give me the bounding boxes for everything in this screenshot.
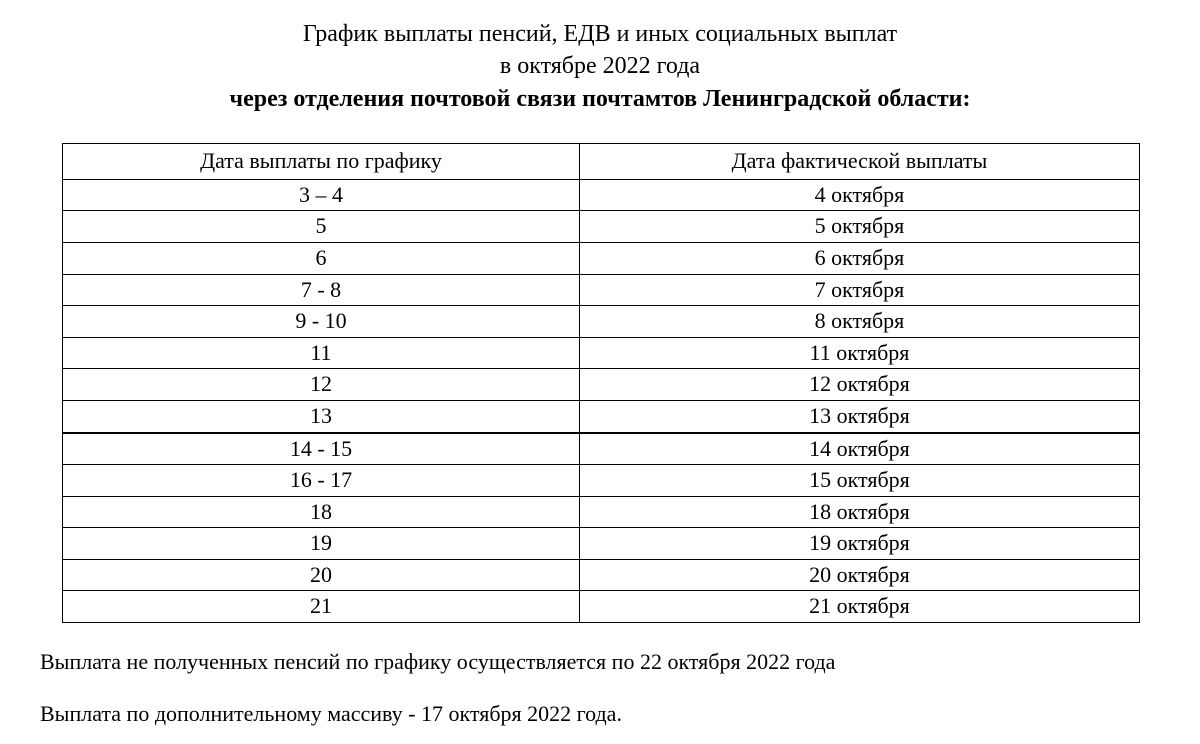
cell-actual-date: 20 октября <box>579 559 1139 591</box>
cell-scheduled-date: 20 <box>63 559 580 591</box>
table-row: 66 октября <box>63 242 1140 274</box>
cell-scheduled-date: 16 - 17 <box>63 465 580 497</box>
cell-actual-date: 7 октября <box>579 274 1139 306</box>
cell-scheduled-date: 12 <box>63 369 580 401</box>
title-line-1: График выплаты пенсий, ЕДВ и иных социал… <box>40 18 1160 50</box>
table-row: 1212 октября <box>63 369 1140 401</box>
column-header-scheduled: Дата выплаты по графику <box>63 144 580 180</box>
cell-scheduled-date: 13 <box>63 400 580 432</box>
table-row: 1818 октября <box>63 496 1140 528</box>
cell-actual-date: 19 октября <box>579 528 1139 560</box>
cell-scheduled-date: 11 <box>63 337 580 369</box>
cell-scheduled-date: 19 <box>63 528 580 560</box>
title-line-3: через отделения почтовой связи почтамтов… <box>40 83 1160 115</box>
cell-scheduled-date: 6 <box>63 242 580 274</box>
table-row: 7 - 87 октября <box>63 274 1140 306</box>
cell-actual-date: 14 октября <box>579 433 1139 465</box>
title-line-2: в октябре 2022 года <box>40 50 1160 82</box>
table-header-row: Дата выплаты по графику Дата фактической… <box>63 144 1140 180</box>
cell-actual-date: 15 октября <box>579 465 1139 497</box>
payment-schedule-table: Дата выплаты по графику Дата фактической… <box>62 143 1140 623</box>
cell-scheduled-date: 14 - 15 <box>63 433 580 465</box>
column-header-actual: Дата фактической выплаты <box>579 144 1139 180</box>
table-row: 2121 октября <box>63 591 1140 623</box>
table-row: 1111 октября <box>63 337 1140 369</box>
table-row: 9 - 108 октября <box>63 306 1140 338</box>
cell-actual-date: 11 октября <box>579 337 1139 369</box>
cell-actual-date: 13 октября <box>579 400 1139 432</box>
footnote-1: Выплата не полученных пенсий по графику … <box>40 649 1160 675</box>
table-row: 55 октября <box>63 211 1140 243</box>
table-body: 3 – 44 октября55 октября66 октября7 - 87… <box>63 179 1140 622</box>
cell-actual-date: 12 октября <box>579 369 1139 401</box>
cell-actual-date: 21 октября <box>579 591 1139 623</box>
table-row: 16 - 1715 октября <box>63 465 1140 497</box>
cell-scheduled-date: 5 <box>63 211 580 243</box>
document-title-block: График выплаты пенсий, ЕДВ и иных социал… <box>40 18 1160 115</box>
table-row: 1919 октября <box>63 528 1140 560</box>
cell-actual-date: 8 октября <box>579 306 1139 338</box>
cell-actual-date: 18 октября <box>579 496 1139 528</box>
table-row: 14 - 1514 октября <box>63 433 1140 465</box>
table-row: 2020 октября <box>63 559 1140 591</box>
cell-scheduled-date: 3 – 4 <box>63 179 580 211</box>
cell-actual-date: 6 октября <box>579 242 1139 274</box>
cell-actual-date: 5 октября <box>579 211 1139 243</box>
cell-scheduled-date: 21 <box>63 591 580 623</box>
cell-scheduled-date: 7 - 8 <box>63 274 580 306</box>
footnote-2: Выплата по дополнительному массиву - 17 … <box>40 701 1160 727</box>
cell-actual-date: 4 октября <box>579 179 1139 211</box>
cell-scheduled-date: 9 - 10 <box>63 306 580 338</box>
table-row: 3 – 44 октября <box>63 179 1140 211</box>
cell-scheduled-date: 18 <box>63 496 580 528</box>
table-row: 1313 октября <box>63 400 1140 432</box>
